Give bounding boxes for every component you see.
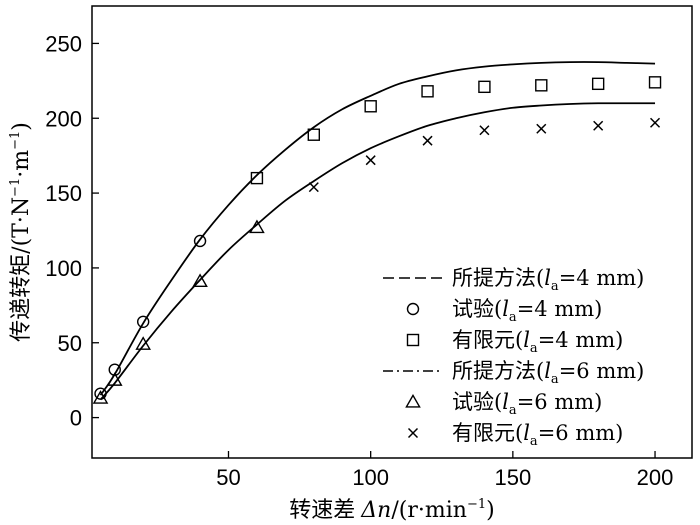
x-tick-label: 100 xyxy=(352,465,389,490)
markers xyxy=(92,76,662,404)
legend-entry-label: 有限元(la=6 mm) xyxy=(452,421,623,449)
y-axis-title: 传递转矩/(T·N−1·m−1) xyxy=(8,122,34,342)
y-tick-label: 150 xyxy=(45,181,82,206)
series-2-point xyxy=(421,85,434,98)
series-2-point xyxy=(535,79,548,92)
series-5-point xyxy=(593,120,604,131)
series-2-point xyxy=(250,171,264,185)
x-tick-label: 50 xyxy=(216,465,240,490)
curves xyxy=(99,61,656,401)
x-tick-label: 150 xyxy=(494,465,531,490)
y-tick-label: 0 xyxy=(70,406,82,431)
x-axis-title: 转速差 Δn/(r·min−1) xyxy=(289,497,494,523)
y-tick-label: 100 xyxy=(45,256,82,281)
series-1-point xyxy=(193,234,207,248)
series-2-point xyxy=(364,100,377,113)
series-line-0 xyxy=(99,61,656,396)
legend-marker-sample xyxy=(406,333,420,347)
legend-entry-label: 所提方法(la=4 mm) xyxy=(452,266,644,294)
series-2-point xyxy=(307,128,321,141)
series-4-point xyxy=(92,390,109,404)
series-4-point xyxy=(135,336,151,350)
series-4-point xyxy=(192,273,208,288)
series-5-point xyxy=(536,123,547,134)
series-4-point xyxy=(249,219,265,234)
legend-marker-sample xyxy=(407,427,419,439)
y-tick-label: 200 xyxy=(45,106,82,131)
legend: 所提方法(la=4 mm) 试验(la=4 mm) 有限元(la=4 mm) 所提方法… xyxy=(383,266,644,449)
y-tick-label: 50 xyxy=(58,331,82,356)
series-4-point xyxy=(106,372,123,386)
series-2-point xyxy=(591,77,605,91)
legend-entry-label: 所提方法(la=6 mm) xyxy=(452,359,644,387)
series-5-point xyxy=(479,125,490,136)
series-5-point xyxy=(365,155,376,166)
legend-entry-label: 试验(la=4 mm) xyxy=(452,297,602,325)
plot-frame xyxy=(91,5,693,459)
legend-entry-label: 试验(la=6 mm) xyxy=(452,390,602,418)
series-line-3 xyxy=(99,102,656,401)
series-2-point xyxy=(648,76,662,89)
series-1-point xyxy=(94,387,107,400)
series-1-point xyxy=(108,363,121,376)
legend-marker-sample xyxy=(406,302,420,316)
x-tick-label: 200 xyxy=(637,465,674,490)
legend-entry-label: 有限元(la=4 mm) xyxy=(452,328,623,356)
series-5-point xyxy=(650,117,661,128)
series-2-point xyxy=(478,80,491,94)
legend-marker-sample xyxy=(405,393,421,408)
y-tick-label: 250 xyxy=(45,31,82,56)
series-1-point xyxy=(136,315,150,329)
axis-ticks: 50 100 150 200 0 50 100 150 200 250 xyxy=(45,31,673,490)
series-5-point xyxy=(308,182,319,193)
series-5-point xyxy=(422,135,433,146)
